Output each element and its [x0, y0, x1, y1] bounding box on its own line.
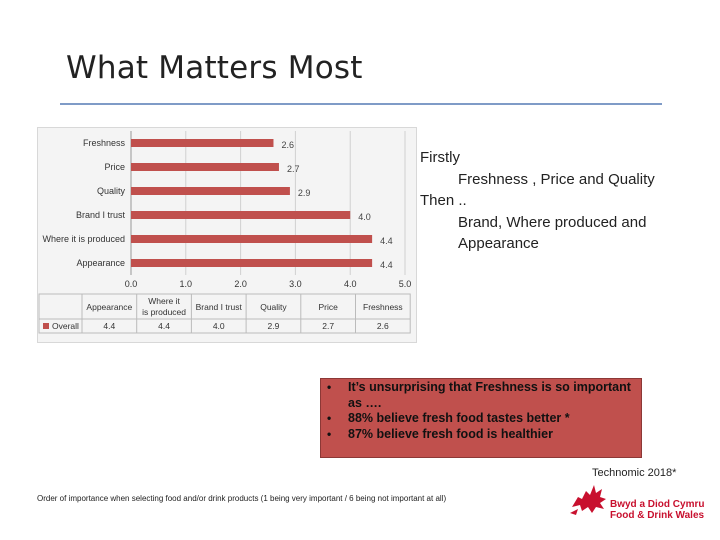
- source-citation: Technomic 2018*: [592, 467, 677, 479]
- x-tick-label: 0.0: [125, 279, 138, 289]
- bullet-icon: •: [327, 411, 332, 426]
- welsh-dragon-icon: [570, 485, 606, 515]
- logo-text-welsh: Bwyd a Diod Cymru: [610, 499, 705, 510]
- bar: [131, 187, 290, 195]
- bar: [131, 235, 373, 243]
- callout-item: • 87% believe fresh food is healthier: [327, 427, 631, 443]
- data-table-border: [38, 293, 411, 334]
- category-label: Where it is produced: [42, 234, 125, 244]
- data-table-value: 2.7: [322, 321, 334, 331]
- x-tick-label: 4.0: [344, 279, 357, 289]
- bar: [131, 163, 279, 171]
- callout-text: It’s unsurprising that Freshness is so i…: [348, 380, 631, 394]
- summary-text: Firstly Freshness , Price and Quality Th…: [420, 147, 655, 255]
- callout-text: 88% believe fresh food tastes better *: [348, 411, 570, 426]
- category-label: Freshness: [83, 138, 126, 148]
- callout-item: • It’s unsurprising that Freshness is so…: [327, 380, 631, 411]
- summary-line-appearance: Appearance: [458, 235, 539, 252]
- summary-line-firstly: Firstly: [420, 149, 460, 166]
- data-table-header: Freshness: [363, 302, 403, 312]
- data-table-header: is produced: [142, 307, 186, 317]
- x-tick-label: 1.0: [180, 279, 193, 289]
- data-table-value: 4.4: [103, 321, 115, 331]
- summary-line-first-factors: Freshness , Price and Quality: [458, 170, 655, 188]
- callout-list: • It’s unsurprising that Freshness is so…: [327, 380, 631, 442]
- callout-text: 87% believe fresh food is healthier: [348, 426, 553, 441]
- callout-box: • It’s unsurprising that Freshness is so…: [320, 378, 642, 458]
- food-drink-wales-logo: Bwyd a Diod Cymru Food & Drink Wales: [568, 477, 708, 527]
- data-table-value: 4.4: [158, 321, 170, 331]
- x-tick-label: 3.0: [289, 279, 302, 289]
- category-label: Appearance: [76, 258, 125, 268]
- callout-text-continued: as ….: [348, 395, 382, 410]
- data-label: 4.4: [380, 236, 393, 246]
- category-label: Brand I trust: [76, 210, 126, 220]
- data-table-value: 2.6: [377, 321, 389, 331]
- bar: [131, 259, 373, 267]
- data-table-header: Price: [318, 302, 338, 312]
- data-table-header: Where it: [148, 296, 180, 306]
- bar: [131, 211, 351, 219]
- x-tick-label: 2.0: [234, 279, 247, 289]
- slide-title: What Matters Most: [66, 50, 363, 86]
- summary-line-then: Then ..: [420, 192, 467, 209]
- chart-footnote: Order of importance when selecting food …: [37, 494, 447, 503]
- data-table-header: Quality: [260, 302, 287, 312]
- x-tick-label: 5.0: [399, 279, 412, 289]
- legend-swatch: [43, 323, 49, 329]
- data-table-row-label: Overall: [52, 321, 79, 331]
- data-table-value: 4.0: [213, 321, 225, 331]
- logo-text-english: Food & Drink Wales: [610, 510, 705, 521]
- category-label: Price: [104, 162, 125, 172]
- data-table-value: 2.9: [268, 321, 280, 331]
- data-label: 2.9: [298, 188, 311, 198]
- bar-chart: Freshness 2.6 Price 2.7 Quality 2.9 Brand I tr…: [38, 131, 412, 334]
- category-label: Quality: [97, 186, 126, 196]
- data-label: 2.6: [281, 140, 294, 150]
- data-table-header: Appearance: [86, 302, 132, 312]
- data-label: 4.4: [380, 260, 393, 270]
- data-label: 2.7: [287, 164, 300, 174]
- bar: [131, 139, 274, 147]
- title-divider: [60, 103, 662, 105]
- callout-item: • 88% believe fresh food tastes better *: [327, 411, 631, 427]
- data-table-header: Brand I trust: [196, 302, 243, 312]
- bullet-icon: •: [327, 380, 332, 394]
- data-label: 4.0: [358, 212, 371, 222]
- bullet-icon: •: [327, 426, 332, 441]
- summary-line-second-factors: Brand, Where produced and: [458, 213, 647, 231]
